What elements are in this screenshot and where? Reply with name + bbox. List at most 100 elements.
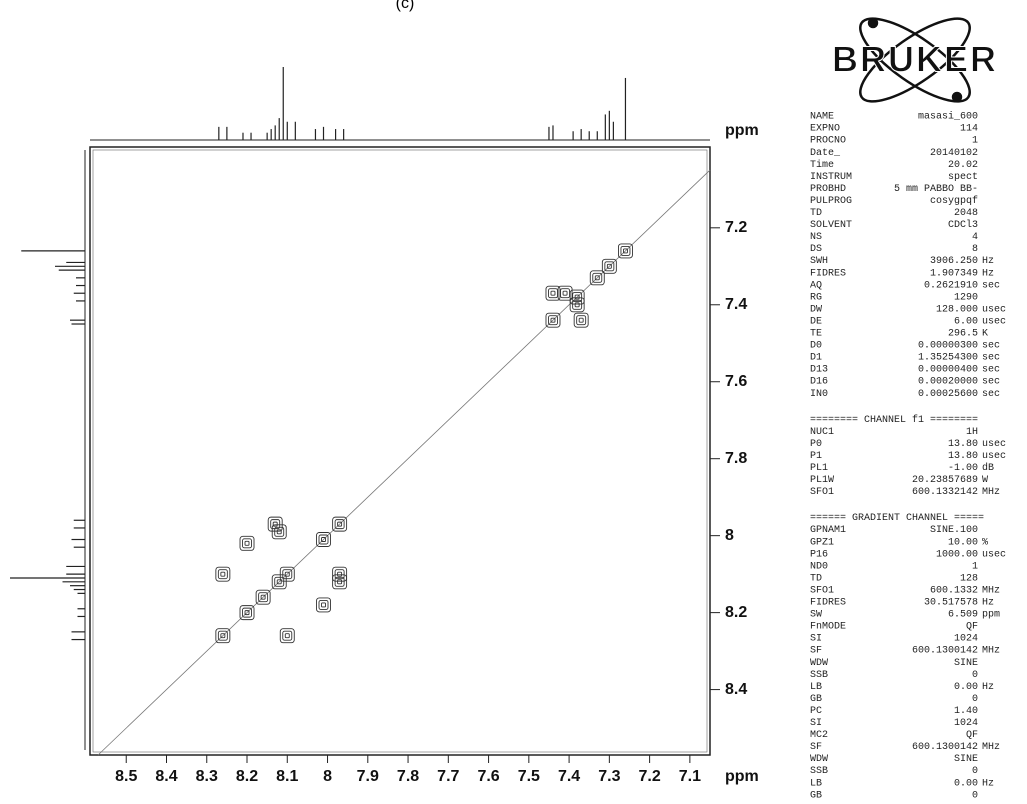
param-value: 20.02 <box>948 160 978 171</box>
param-unit: usec <box>982 451 1006 462</box>
y-tick-label: 7.4 <box>725 296 747 313</box>
param-value: 0.00 <box>954 682 978 693</box>
param-name: GPNAM1 <box>810 525 846 536</box>
cross-peak <box>545 312 561 328</box>
param-name: TD <box>810 573 822 584</box>
param-name: PROBHD <box>810 184 846 195</box>
param-name: PC <box>810 706 822 717</box>
logo-text: BRUKER <box>832 39 998 80</box>
cross-peak <box>573 312 589 328</box>
param-value: 0.00025600 <box>918 389 978 400</box>
param-name: SF <box>810 646 822 657</box>
cross-peak <box>279 566 295 582</box>
param-value: 13.80 <box>948 439 978 450</box>
cross-peak <box>271 524 287 540</box>
param-name: SW <box>810 610 822 621</box>
param-unit: sec <box>982 365 1000 376</box>
param-name: NUC1 <box>810 427 834 438</box>
param-value: 600.1300142 <box>912 646 978 657</box>
param-value: 0 <box>972 790 978 801</box>
param-name: WDW <box>810 658 828 669</box>
param-name: PL1 <box>810 463 828 474</box>
cross-peak <box>601 258 617 274</box>
param-header: ====== GRADIENT CHANNEL ===== <box>810 513 984 524</box>
param-value: 128.000 <box>936 304 978 315</box>
param-value: 1024 <box>954 718 978 729</box>
param-name: P0 <box>810 439 822 450</box>
param-value: 1 <box>972 561 978 572</box>
param-name: GB <box>810 694 822 705</box>
param-unit: sec <box>982 389 1000 400</box>
y-tick-label: 8.4 <box>725 681 747 698</box>
param-value: -1.00 <box>948 463 978 474</box>
x-tick-label: 8.4 <box>155 768 177 785</box>
param-name: GB <box>810 790 822 801</box>
param-name: RG <box>810 292 822 303</box>
param-unit: sec <box>982 280 1000 291</box>
param-name: D0 <box>810 341 822 352</box>
param-name: IN0 <box>810 389 828 400</box>
x-tick-label: 8.5 <box>115 768 137 785</box>
cross-peak <box>279 628 295 644</box>
cross-peak <box>239 535 255 551</box>
param-name: NS <box>810 232 822 243</box>
param-name: Time <box>810 159 834 171</box>
x-tick-label: 7.1 <box>679 768 701 785</box>
param-value: masasi_600 <box>918 111 978 123</box>
param-unit: Hz <box>982 778 994 789</box>
param-name: EXPNO <box>810 124 840 135</box>
param-value: 0.00000300 <box>918 341 978 352</box>
param-name: PROCNO <box>810 136 846 147</box>
param-value: 600.1300142 <box>912 742 978 753</box>
param-name: SI <box>810 718 822 729</box>
param-name: SWH <box>810 256 828 267</box>
param-value: 600.1332 <box>930 585 978 596</box>
cross-peak <box>545 285 561 301</box>
param-value: QF <box>966 622 978 633</box>
y-tick-label: 8.2 <box>725 604 747 621</box>
param-name: Date_ <box>810 148 841 159</box>
param-unit: MHz <box>982 646 1000 657</box>
panel-label: (c) <box>396 0 415 12</box>
cross-peak <box>316 532 331 547</box>
param-name: MC2 <box>810 730 828 741</box>
cross-peak <box>618 243 633 259</box>
param-value: 1.40 <box>954 706 978 717</box>
y-axis-label: ppm <box>725 122 759 139</box>
param-value: 1290 <box>954 292 978 303</box>
bruker-logo <box>859 17 971 103</box>
param-value: 4 <box>972 232 978 243</box>
param-name: SFO1 <box>810 585 834 596</box>
param-name: SFO1 <box>810 487 834 498</box>
param-name: SSB <box>810 766 828 777</box>
y-tick-label: 7.8 <box>725 450 747 467</box>
param-unit: Hz <box>982 256 994 267</box>
param-name: LB <box>810 682 822 693</box>
param-name: FIDRES <box>810 268 846 279</box>
cross-peak <box>271 574 287 590</box>
cross-peak <box>255 589 271 605</box>
param-value: 114 <box>960 124 978 135</box>
cross-peak <box>267 516 283 532</box>
param-value: 1H <box>966 427 978 438</box>
param-value: 3906.250 <box>930 256 978 267</box>
x-tick-label: 7.4 <box>558 768 580 785</box>
param-value: 0.00 <box>954 778 978 789</box>
param-value: 13.80 <box>948 451 978 462</box>
param-name: D1 <box>810 353 822 364</box>
y-tick-label: 7.6 <box>725 373 747 390</box>
param-name: WDW <box>810 754 828 765</box>
x-tick-label: 7.2 <box>638 768 660 785</box>
param-name: TE <box>810 329 822 340</box>
param-unit: sec <box>982 353 1000 364</box>
param-unit: sec <box>982 341 1000 352</box>
cross-peak <box>332 574 348 590</box>
cross-peak <box>215 566 231 582</box>
param-name: PULPROG <box>810 196 852 207</box>
param-name: INSTRUM <box>810 172 852 183</box>
param-value: 8 <box>972 244 978 255</box>
param-unit: MHz <box>982 585 1000 596</box>
param-unit: sec <box>982 377 1000 388</box>
cross-peak <box>569 289 585 305</box>
